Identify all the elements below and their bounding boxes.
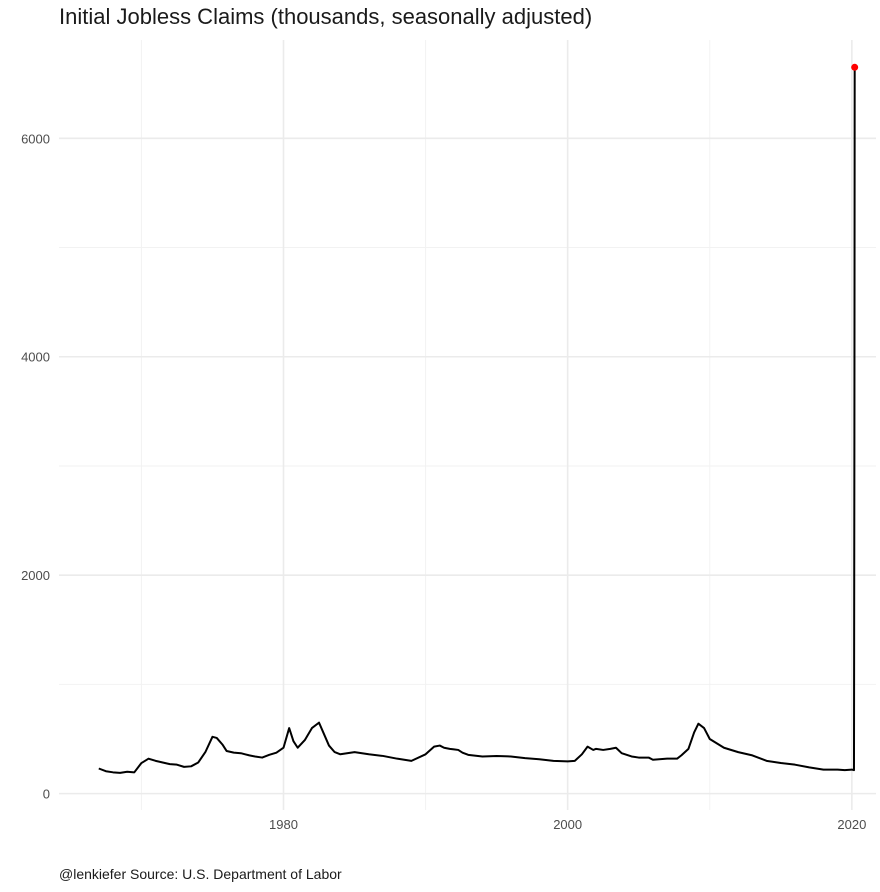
x-tick-label: 2000 — [553, 817, 582, 832]
grid-lines — [59, 40, 876, 810]
latest-value-point — [851, 63, 859, 71]
y-tick-label: 2000 — [21, 568, 50, 583]
source-caption: @lenkiefer Source: U.S. Department of La… — [59, 866, 342, 882]
y-tick-label: 4000 — [21, 350, 50, 365]
y-tick-label: 0 — [43, 787, 50, 802]
x-tick-label: 2020 — [837, 817, 866, 832]
x-axis-tick-labels: 1980 2000 2020 — [269, 817, 866, 832]
chart-title: Initial Jobless Claims (thousands, seaso… — [59, 4, 593, 29]
y-axis-tick-labels: 0 2000 4000 6000 — [21, 131, 50, 801]
claims-series-line — [98, 67, 856, 774]
y-tick-label: 6000 — [21, 131, 50, 146]
x-tick-label: 1980 — [269, 817, 298, 832]
